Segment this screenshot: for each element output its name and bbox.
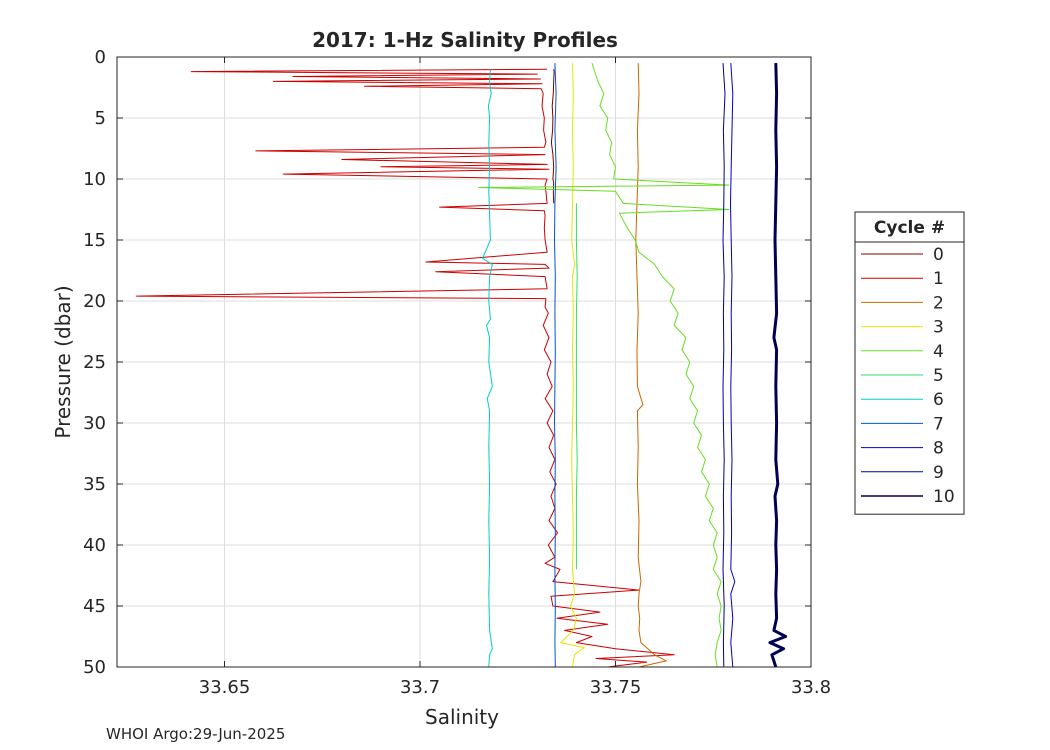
y-axis-label: Pressure (dbar) [51, 285, 75, 438]
y-tick-label: 20 [83, 291, 106, 312]
legend-label-cycle-0: 0 [933, 245, 944, 265]
series-line-cycle-0 [550, 69, 555, 204]
series-line-cycle-10 [768, 63, 788, 668]
x-tick-label: 33.65 [199, 677, 251, 698]
legend-label-cycle-4: 4 [933, 342, 944, 362]
legend: Cycle # 0 1 2 3 4 5 6 7 8 9 10 [854, 211, 965, 515]
x-tick-label: 33.75 [590, 677, 642, 698]
series-line-cycle-1 [136, 68, 675, 668]
y-tick-label: 5 [95, 108, 106, 129]
y-tick-label: 50 [83, 657, 106, 678]
chart-title: 2017: 1-Hz Salinity Profiles [312, 28, 618, 52]
plot-area: 33.65 33.7 33.75 33.8 0 5 10 15 20 25 30 35 40 45 50 [83, 47, 831, 698]
legend-box [854, 211, 965, 515]
y-tick-label: 40 [83, 535, 106, 556]
x-tick-label: 33.8 [791, 677, 831, 698]
legend-label-cycle-6: 6 [933, 390, 944, 410]
series-line-cycle-2 [635, 63, 667, 668]
legend-label-cycle-10: 10 [933, 487, 955, 507]
legend-label-cycle-9: 9 [933, 463, 944, 483]
series-line-cycle-7 [554, 63, 557, 668]
legend-title: Cycle # [874, 218, 945, 238]
series-line-cycle-8 [730, 63, 736, 668]
series-line-cycle-3 [560, 63, 585, 668]
y-tick-label: 0 [95, 47, 106, 68]
legend-label-cycle-8: 8 [933, 439, 944, 459]
legend-label-cycle-5: 5 [933, 366, 944, 386]
series-line-cycle-5 [575, 203, 578, 570]
legend-label-cycle-2: 2 [933, 293, 944, 313]
x-axis-label: Salinity [425, 705, 499, 729]
legend-label-cycle-1: 1 [933, 269, 944, 289]
y-tick-label: 35 [83, 474, 106, 495]
y-tick-label: 30 [83, 413, 106, 434]
footer-timestamp: WHOI Argo:29-Jun-2025 [106, 725, 286, 743]
series-line-cycle-9 [722, 63, 726, 668]
legend-label-cycle-3: 3 [933, 318, 944, 338]
y-tick-label: 25 [83, 352, 106, 373]
y-tick-label: 15 [83, 230, 106, 251]
x-tick-label: 33.7 [400, 677, 440, 698]
y-tick-label: 10 [83, 169, 106, 190]
series-line-cycle-4 [478, 62, 730, 668]
y-tick-label: 45 [83, 596, 106, 617]
series-line-cycle-6 [482, 69, 493, 668]
legend-label-cycle-7: 7 [933, 414, 944, 434]
